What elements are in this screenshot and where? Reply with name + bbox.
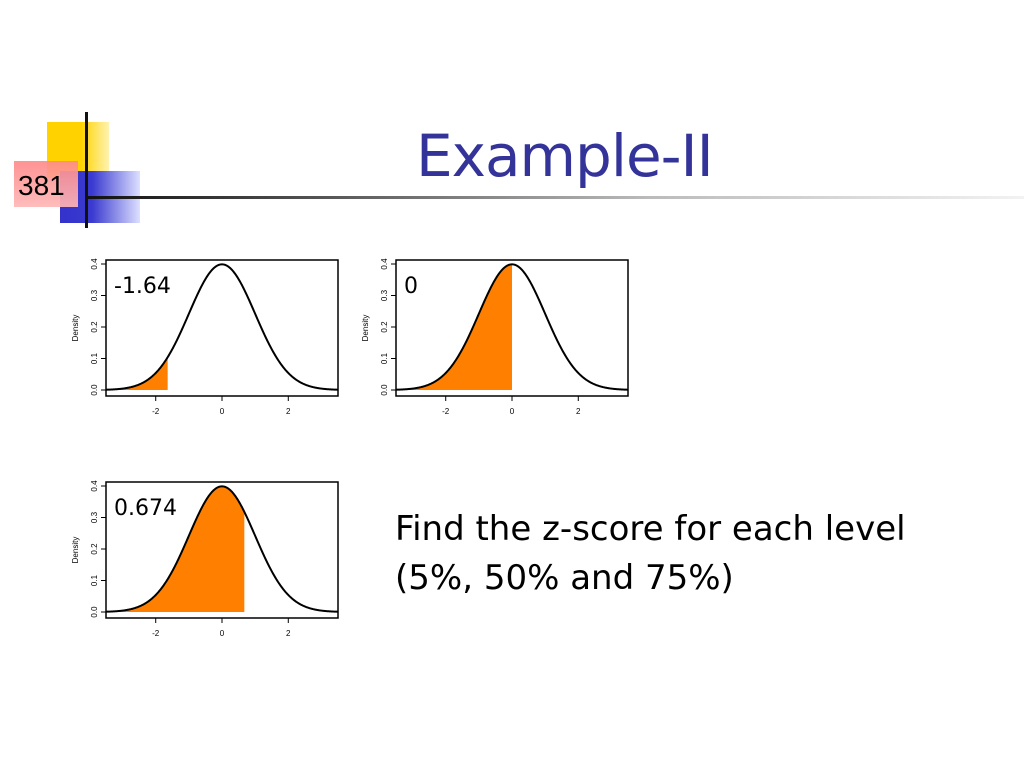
x-tick-label: 2 — [576, 407, 581, 416]
slide-title: Example-II — [416, 122, 714, 190]
y-axis-label: Density — [71, 315, 80, 342]
x-tick-label: 2 — [286, 407, 291, 416]
question-line-2: (5%, 50% and 75%) — [395, 558, 734, 598]
y-tick-label: 0.1 — [90, 574, 99, 586]
y-tick-label: 0.2 — [90, 543, 99, 555]
chart-svg: 0.0 0.1 0.2 0.3 0.4 -2 0 2 Density 0 — [361, 258, 629, 416]
x-tick-label: 0 — [220, 629, 225, 638]
y-tick-label: 0.3 — [90, 511, 99, 523]
x-tick-label: -2 — [152, 629, 160, 638]
x-tick-label: 2 — [286, 629, 291, 638]
shaded-area — [396, 264, 512, 390]
shaded-area — [106, 357, 168, 390]
x-tick-label: 0 — [220, 407, 225, 416]
slide-number: 381 — [18, 170, 65, 201]
density-curve — [105, 485, 339, 613]
y-tick-label: 0.3 — [90, 289, 99, 301]
chart-svg: 0.0 0.1 0.2 0.3 0.4 -2 0 2 Density -1.64 — [71, 258, 339, 416]
y-tick-label: 0.1 — [90, 352, 99, 364]
normal-plot-50pct: 0.0 0.1 0.2 0.3 0.4 -2 0 2 Density 0 — [352, 250, 642, 422]
title-underline — [88, 196, 1024, 199]
y-tick-label: 0.0 — [90, 606, 99, 618]
y-tick-label: 0.4 — [90, 480, 99, 492]
y-tick-label: 0.2 — [380, 321, 389, 333]
accent-square-red — [14, 161, 78, 207]
x-tick-label: 0 — [510, 407, 515, 416]
z-annotation: -1.64 — [114, 274, 171, 299]
question-text: Find the z-score for each level (5%, 50%… — [395, 505, 906, 603]
question-line-1: Find the z-score for each level — [395, 509, 906, 549]
y-axis-label: Density — [361, 315, 370, 342]
z-annotation: 0 — [404, 274, 418, 299]
density-curve — [105, 263, 339, 391]
y-tick-label: 0.0 — [90, 384, 99, 396]
x-tick-label: -2 — [152, 407, 160, 416]
x-tick-label: -2 — [442, 407, 450, 416]
normal-plot-5pct: 0.0 0.1 0.2 0.3 0.4 -2 0 2 Density -1.64 — [62, 250, 352, 422]
y-tick-label: 0.3 — [380, 289, 389, 301]
vertical-rule — [85, 112, 88, 228]
z-annotation: 0.674 — [114, 496, 177, 521]
y-tick-label: 0.1 — [380, 352, 389, 364]
density-curve — [395, 263, 629, 391]
y-tick-label: 0.2 — [90, 321, 99, 333]
y-tick-label: 0.0 — [380, 384, 389, 396]
y-axis-label: Density — [71, 537, 80, 564]
y-tick-label: 0.4 — [90, 258, 99, 270]
y-tick-label: 0.4 — [380, 258, 389, 270]
normal-plot-75pct: 0.0 0.1 0.2 0.3 0.4 -2 0 2 Density 0.674 — [62, 472, 352, 644]
chart-svg: 0.0 0.1 0.2 0.3 0.4 -2 0 2 Density 0.674 — [71, 480, 339, 638]
shaded-area — [106, 486, 245, 612]
